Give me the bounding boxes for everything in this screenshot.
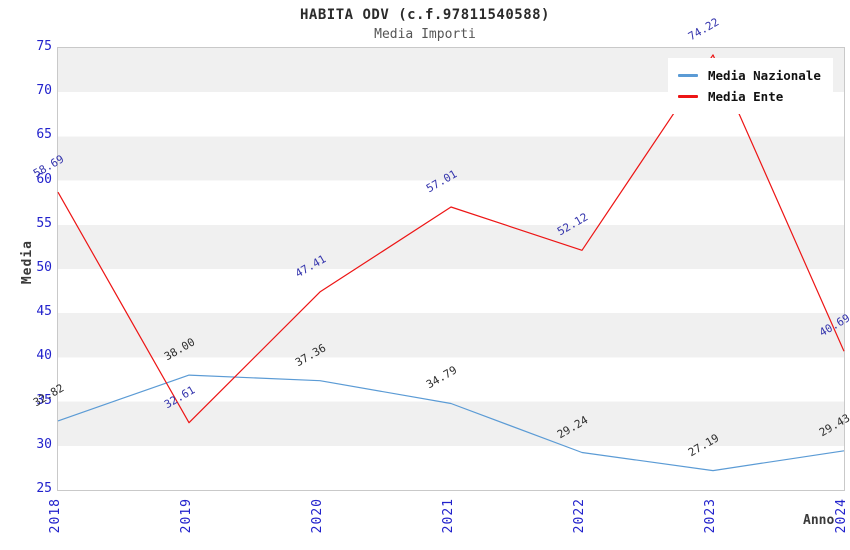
y-tick-label: 35 xyxy=(36,392,52,408)
legend: Media Nazionale Media Ente xyxy=(668,58,833,114)
x-tick-label: 2022 xyxy=(572,498,587,534)
legend-label-nazionale: Media Nazionale xyxy=(708,68,821,83)
legend-swatch-nazionale-icon xyxy=(678,74,698,77)
legend-swatch-ente-icon xyxy=(678,95,698,98)
chart-title: HABITA ODV (c.f.97811540588) xyxy=(299,7,550,23)
legend-item-media-nazionale: Media Nazionale xyxy=(678,65,821,86)
plot-area xyxy=(57,47,845,491)
y-tick-label: 60 xyxy=(36,171,52,187)
y-tick-label: 65 xyxy=(36,127,52,143)
y-tick-label: 40 xyxy=(36,348,52,364)
series-line-ente xyxy=(57,54,845,424)
x-tick-label: 2021 xyxy=(441,498,456,534)
y-tick-label: 75 xyxy=(36,39,52,54)
y-tick-label: 70 xyxy=(36,83,52,99)
y-tick-label: 25 xyxy=(36,481,52,496)
x-tick-label: 2019 xyxy=(179,498,194,534)
y-tick-label: 50 xyxy=(36,260,52,275)
series-line-nazionale xyxy=(57,374,845,472)
y-tick-label: 55 xyxy=(36,215,52,231)
x-tick-label: 2023 xyxy=(703,498,718,534)
legend-label-ente: Media Ente xyxy=(708,89,784,104)
y-tick-label: 30 xyxy=(36,436,52,452)
y-tick-label: 45 xyxy=(36,304,52,320)
x-tick-label: 2020 xyxy=(310,498,325,534)
chart-subtitle: Media Importi xyxy=(374,27,476,42)
x-axis-title: Anno xyxy=(803,513,835,528)
line-series-svg xyxy=(57,54,845,472)
x-tick-label: 2024 xyxy=(834,498,849,534)
x-tick-label: 2018 xyxy=(48,498,63,534)
legend-item-media-ente: Media Ente xyxy=(678,86,821,107)
